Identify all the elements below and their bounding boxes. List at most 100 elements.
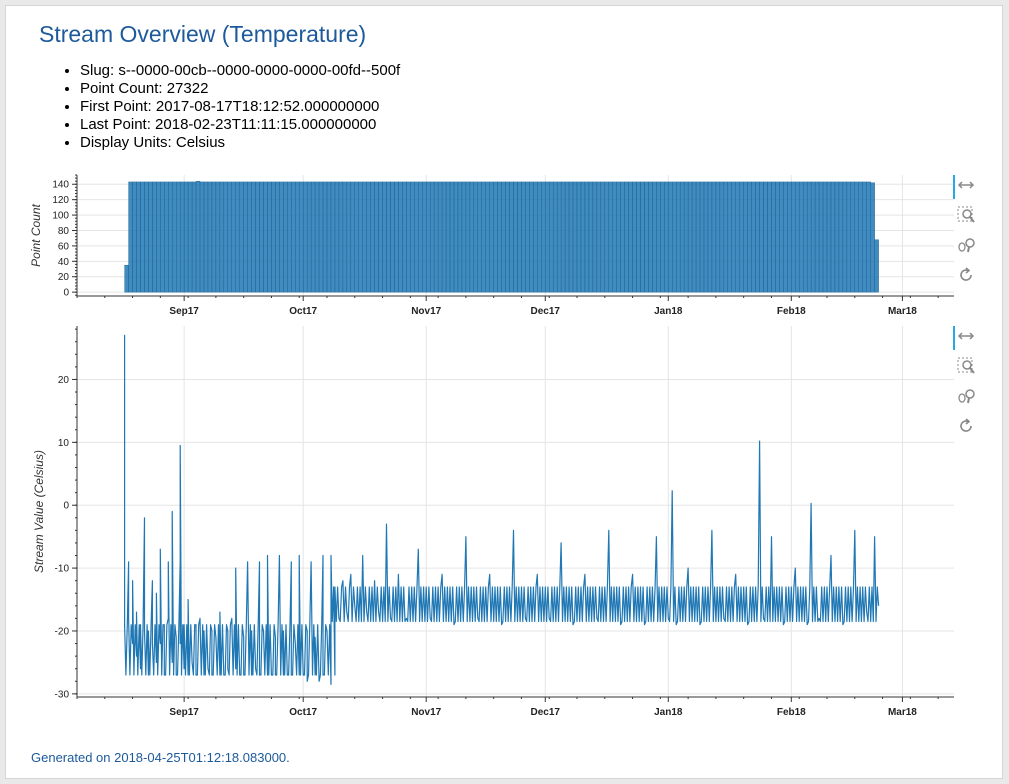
histogram-bar <box>759 181 764 293</box>
histogram-bar <box>552 181 558 293</box>
histogram-bar <box>156 181 161 293</box>
histogram-bar <box>374 181 379 293</box>
histogram-bar <box>358 181 363 293</box>
histogram-bar <box>160 181 165 293</box>
stream-value-line-chart[interactable]: -30 -20 -10 0 10 20 Sep17 Oct17 Nov17 Dec17 Jan18 F… <box>32 326 954 718</box>
x-tick-label: Feb18 <box>777 306 806 317</box>
histogram-bar <box>806 181 812 293</box>
x-tick-label: Jan18 <box>654 306 683 317</box>
histogram-bar <box>564 181 570 293</box>
histogram-toolbar <box>953 175 978 295</box>
histogram-bar <box>691 181 697 293</box>
histogram-bar <box>485 181 490 293</box>
stream-metadata-list: Slug: s--0000-00cb--0000-0000-0000-00fd-… <box>50 62 400 152</box>
histogram-bar <box>533 181 538 293</box>
histogram-bar <box>172 181 177 293</box>
box-zoom-icon[interactable] <box>956 356 976 376</box>
histogram-bar <box>128 181 133 293</box>
histogram-bar <box>679 181 685 293</box>
histogram-bar <box>318 181 324 293</box>
histogram-bar <box>275 181 280 293</box>
histogram-bar <box>227 181 232 293</box>
histogram-bar <box>525 181 530 293</box>
last-point-item: Last Point: 2018-02-23T11:11:15.00000000… <box>80 116 400 134</box>
pan-icon[interactable] <box>956 326 976 346</box>
wheel-zoom-icon[interactable] <box>956 386 976 406</box>
histogram-bar <box>267 181 272 293</box>
point-count-histogram[interactable]: 0 20 40 60 80 100 120 140 Sep17 Oct17 Nov17 Dec17 Ja… <box>29 174 954 317</box>
histogram-bar <box>453 181 459 293</box>
histogram-bar <box>560 181 566 293</box>
histogram-bar <box>354 181 359 293</box>
histogram-bar <box>429 181 435 293</box>
histogram-bar <box>799 181 804 293</box>
histogram-bar <box>314 181 320 293</box>
histogram-bar <box>545 181 550 293</box>
x-tick-label: Sep17 <box>169 306 199 317</box>
histogram-bar <box>517 181 522 293</box>
histogram-bar <box>306 181 312 293</box>
histogram-bar <box>235 181 240 293</box>
histogram-bar <box>735 181 740 293</box>
histogram-bar <box>350 181 355 293</box>
histogram-bar <box>168 181 173 293</box>
histogram-bar <box>179 181 185 293</box>
histogram-bar <box>541 181 546 293</box>
histogram-bar <box>648 181 653 293</box>
histogram-bar <box>183 181 189 293</box>
histogram-bar <box>715 181 721 293</box>
histogram-bar <box>211 181 217 293</box>
histogram-bar <box>382 181 387 293</box>
histogram-bar <box>810 181 816 293</box>
y-tick-label: 120 <box>52 195 69 206</box>
wheel-zoom-icon[interactable] <box>956 235 976 255</box>
histogram-bar <box>207 181 213 293</box>
histogram-bar <box>652 181 657 293</box>
histogram-bar <box>136 181 141 293</box>
x-tick-label: Dec17 <box>531 707 561 718</box>
histogram-bar <box>231 181 236 293</box>
histogram-bar <box>624 181 629 293</box>
histogram-bar <box>874 239 879 293</box>
histogram-bar <box>457 181 463 293</box>
histogram-bar <box>858 181 863 293</box>
x-tick-label: Mar18 <box>888 306 917 317</box>
histogram-bar <box>176 181 181 293</box>
histogram-bar <box>247 181 252 293</box>
y-tick-label: 140 <box>52 180 69 191</box>
reset-icon[interactable] <box>956 416 976 436</box>
reset-icon[interactable] <box>956 265 976 285</box>
histogram-bar <box>739 181 744 293</box>
histogram-bar <box>386 181 391 293</box>
histogram-bar <box>727 181 732 293</box>
line-chart-toolbar <box>953 326 978 446</box>
pan-icon[interactable] <box>956 175 976 195</box>
histogram-bar <box>481 181 486 293</box>
histogram-bar <box>616 181 621 293</box>
histogram-bar <box>243 181 248 293</box>
histogram-bar <box>834 181 840 293</box>
histogram-bar <box>477 181 482 293</box>
y-tick-label: 10 <box>58 438 70 449</box>
histogram-bar <box>620 181 625 293</box>
box-zoom-icon[interactable] <box>956 205 976 225</box>
histogram-bar <box>771 181 776 293</box>
histogram-bar <box>362 181 367 293</box>
histogram-bar <box>549 181 554 293</box>
histogram-bar <box>406 181 411 293</box>
stream-value-line <box>124 334 880 685</box>
histogram-bar <box>699 181 705 293</box>
y-axis-label: Stream Value (Celsius) <box>32 450 46 573</box>
histogram-bar <box>338 181 344 293</box>
histogram-bar <box>402 181 407 293</box>
histogram-bar <box>255 181 260 293</box>
histogram-bar <box>164 181 169 293</box>
histogram-bar <box>529 181 534 293</box>
y-tick-label: 20 <box>58 272 70 283</box>
histogram-bar <box>342 181 348 293</box>
histogram-bar <box>572 181 578 293</box>
histogram-bar <box>676 181 681 293</box>
histogram-bar <box>199 181 205 293</box>
histogram-bar <box>346 181 352 293</box>
